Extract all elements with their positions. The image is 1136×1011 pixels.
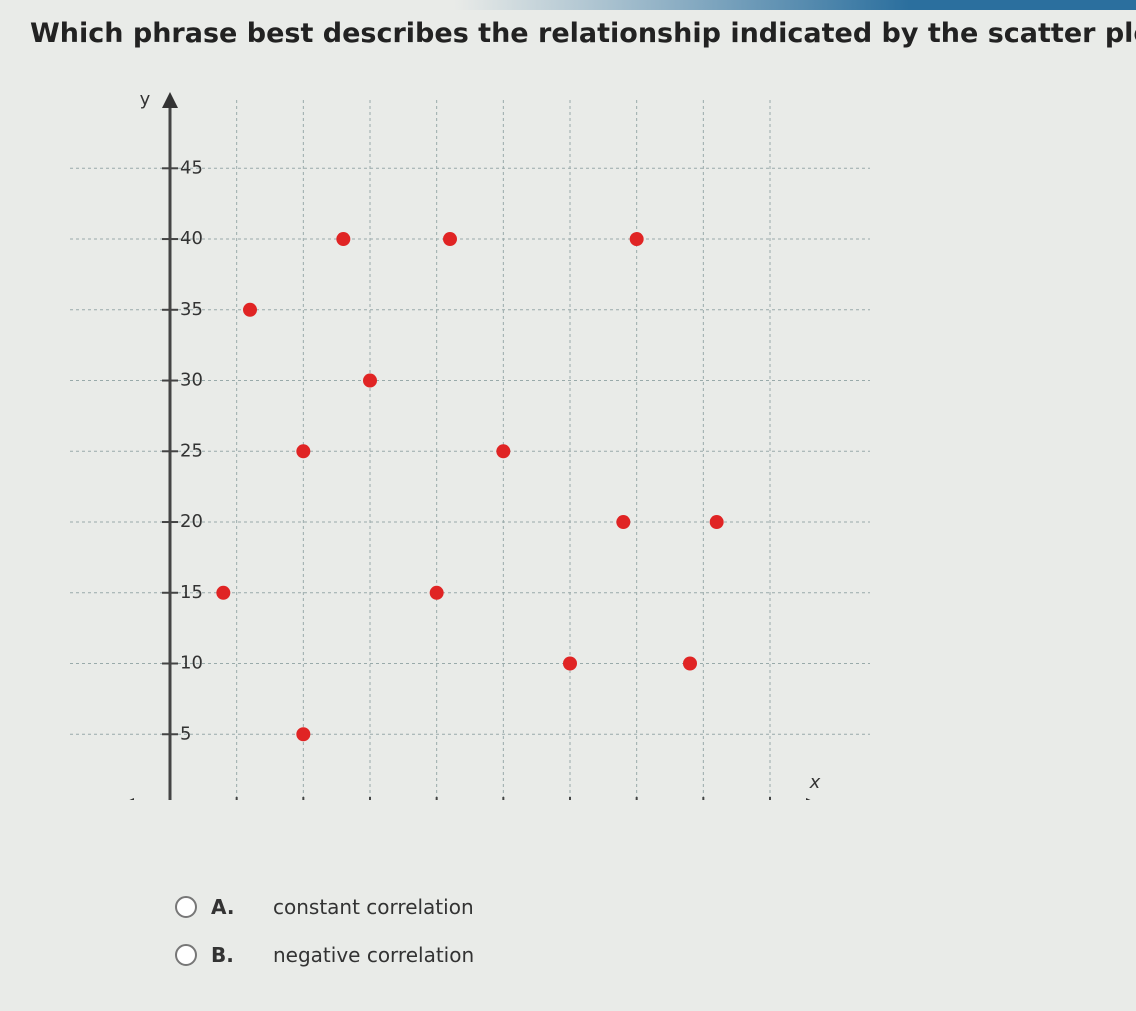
y-tick-label: 25 [180,440,203,461]
arrow [129,798,134,800]
arrow [162,92,178,108]
y-tick-label: 45 [180,157,203,178]
y-axis-label: y [140,89,151,110]
x-axis-label: x [809,772,821,793]
y-tick-label: 30 [180,370,203,391]
arrow [806,798,811,800]
question: Which phrase best describes the relation… [30,18,1136,49]
y-tick-label: 20 [180,511,203,532]
option-text: constant correlation [273,895,474,919]
point [709,515,724,530]
point [429,585,444,600]
top-bar [0,0,1136,10]
radio-button[interactable] [175,896,197,918]
point [296,727,311,742]
radio-button[interactable] [175,944,197,966]
y-tick-label: 10 [180,653,203,674]
point [296,444,311,459]
point [563,656,577,671]
point [363,373,377,388]
y-tick-label: 15 [180,582,203,603]
point [616,515,631,530]
y-tick-label: 40 [180,228,203,249]
point [683,656,697,671]
point [243,302,257,317]
point [496,444,511,459]
point [629,232,644,247]
point [216,585,231,600]
point [336,232,351,247]
y-tick-label: 5 [180,723,191,744]
option-letter: B. [211,943,234,967]
y-tick-label: 35 [180,299,203,320]
option[interactable]: A. constant correlation [175,895,474,919]
point [443,232,457,247]
option[interactable]: B. negative correlation [175,943,474,967]
option-letter: A. [211,895,235,919]
chart: xy5101520253035404551015202530354045 [70,89,870,800]
option-text: negative correlation [273,943,475,967]
